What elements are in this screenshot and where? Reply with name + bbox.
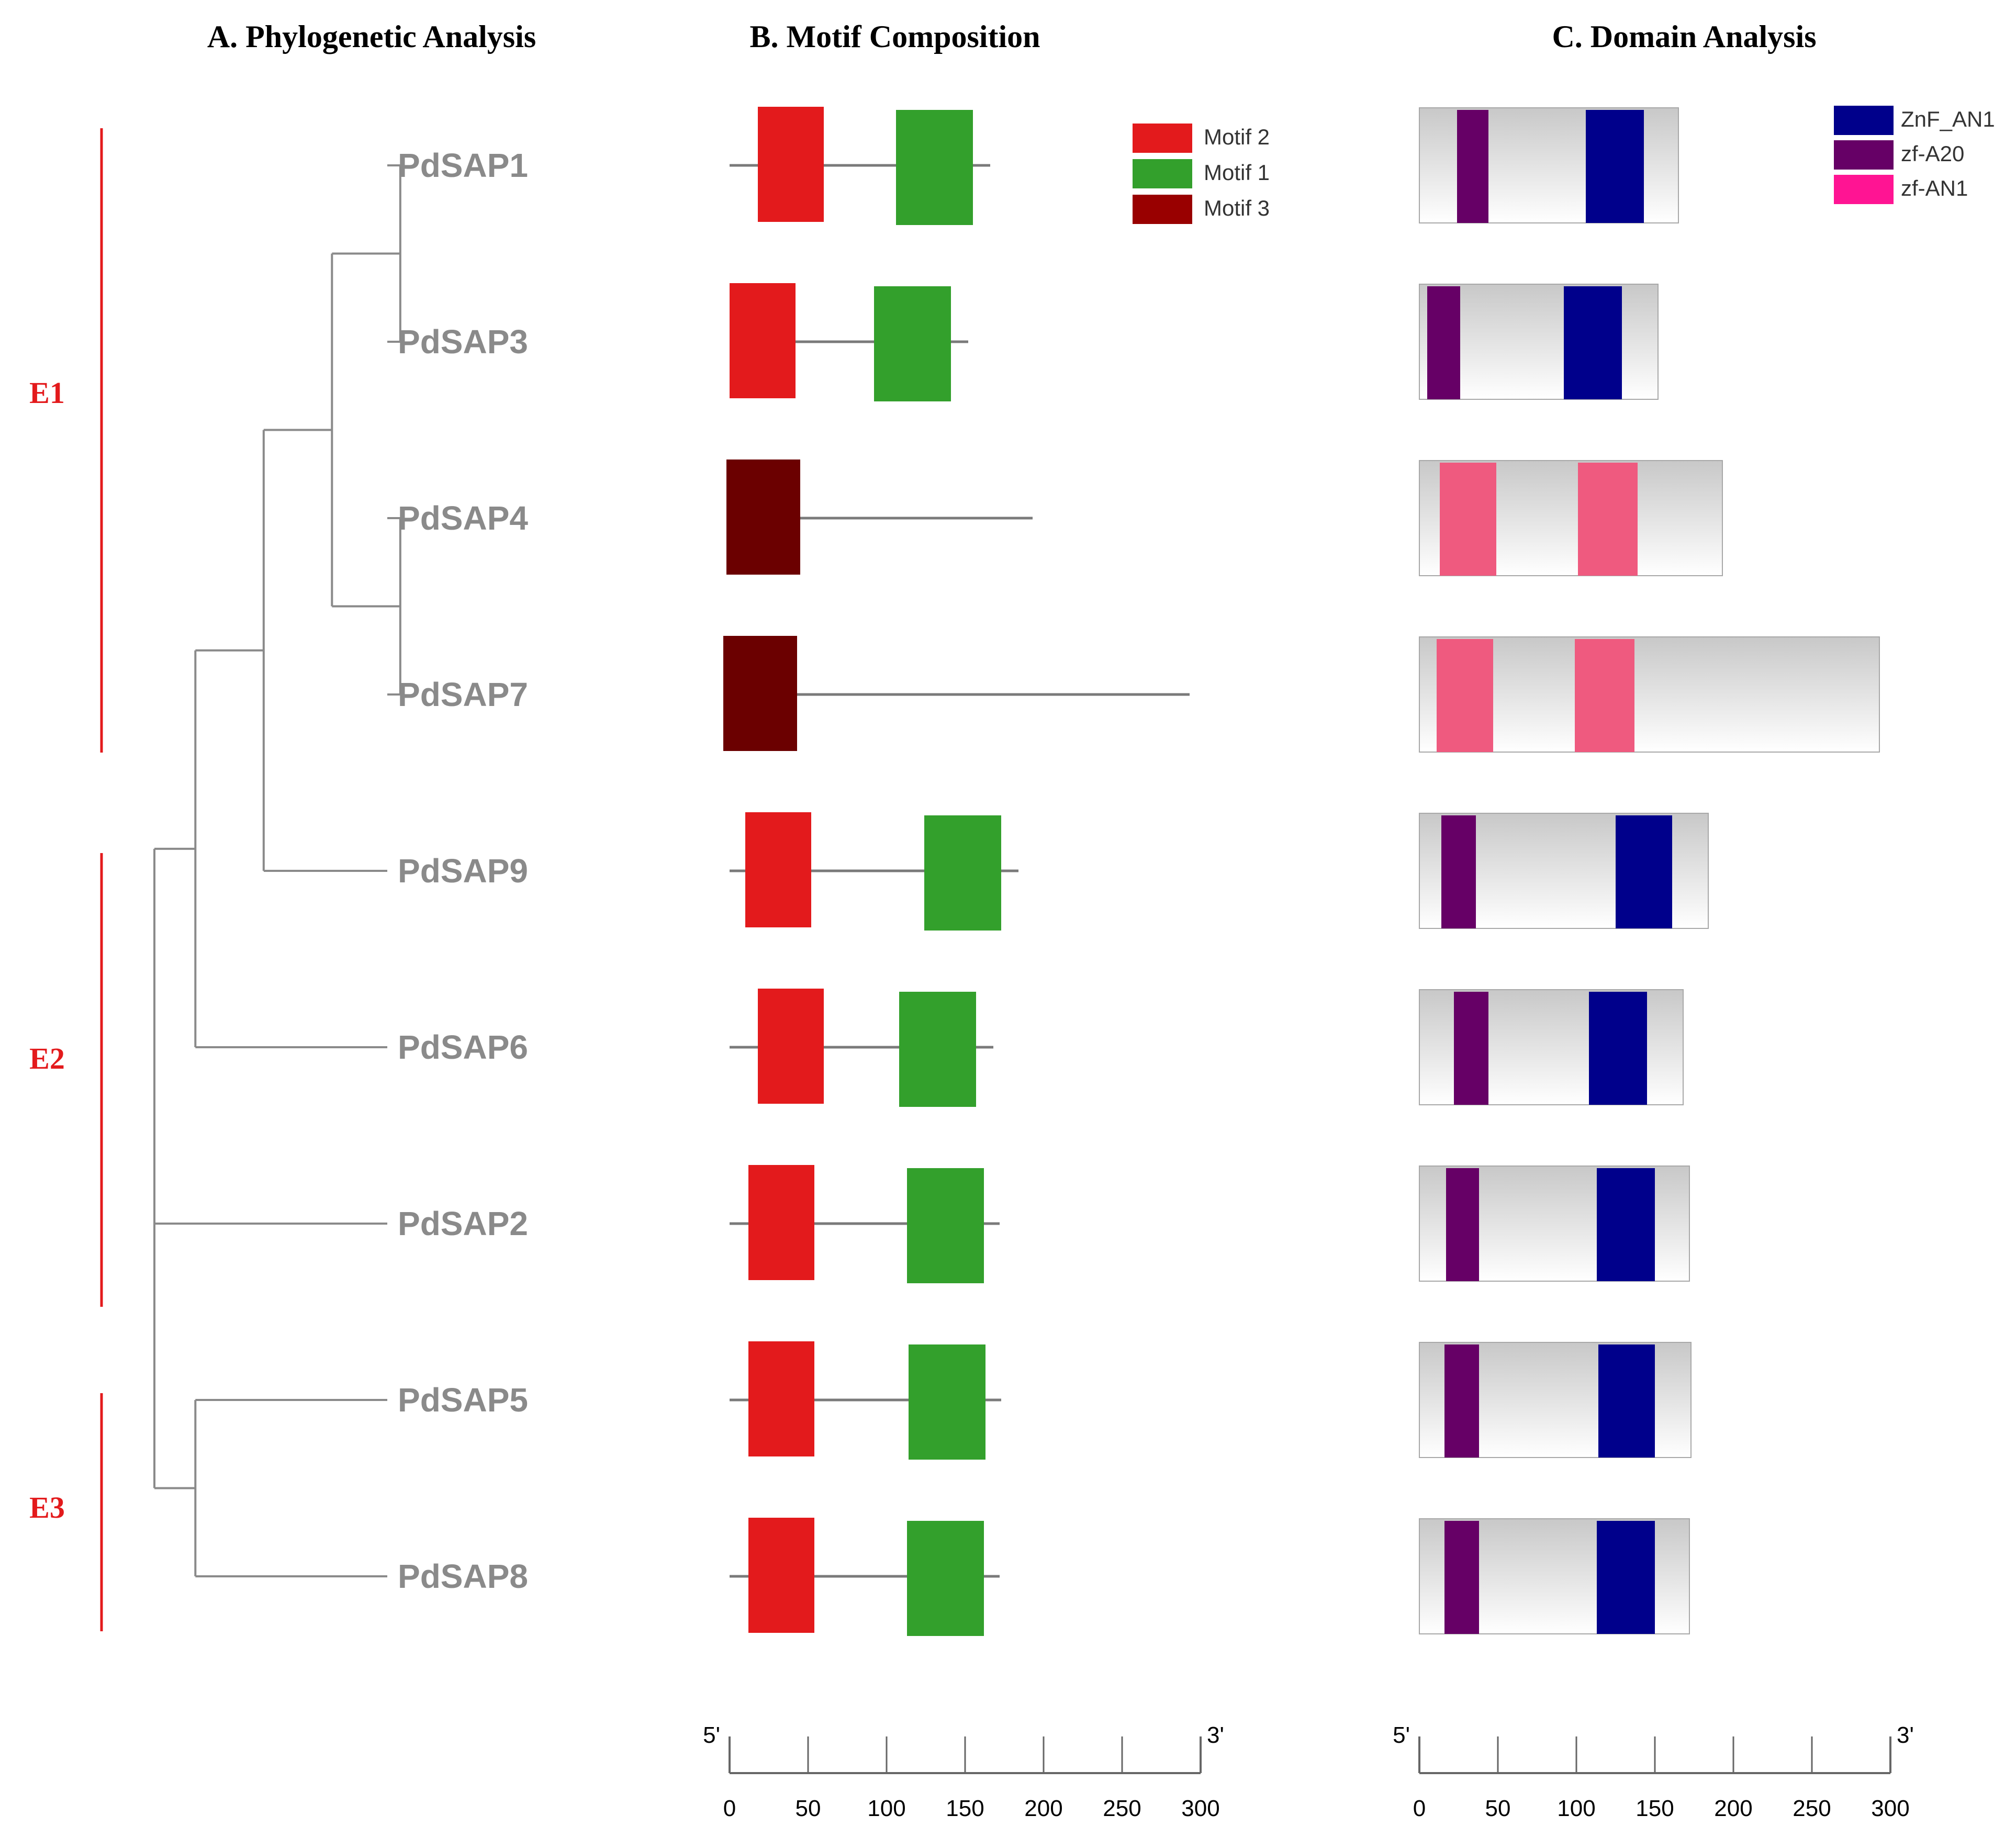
clade-label-e3: E3 bbox=[29, 1490, 65, 1525]
panel-title-domain: C. Domain Analysis bbox=[1552, 19, 1816, 54]
phylogenetic-tree bbox=[153, 164, 401, 1577]
motif-box-pdsap2-motif-2 bbox=[748, 1165, 814, 1280]
motif-box-pdsap8-motif-2 bbox=[748, 1518, 814, 1633]
domain-scale-axis: 0 50 100 150 200 250 300 5' 3' bbox=[1393, 1722, 1914, 1821]
motif-box-pdsap9-motif-1 bbox=[924, 815, 1001, 931]
motif-box-pdsap6-motif-1 bbox=[899, 992, 976, 1107]
motif-panel bbox=[723, 107, 1190, 1636]
motif-legend: Motif 2 Motif 1 Motif 3 bbox=[1133, 124, 1270, 224]
domain-box-pdsap3-zf-a20 bbox=[1427, 286, 1460, 399]
panel-title-motif: B. Motif Composition bbox=[750, 19, 1040, 54]
domain-protein-bar-pdsap7 bbox=[1419, 636, 1880, 753]
motif-box-pdsap5-motif-2 bbox=[748, 1341, 814, 1456]
motif-scale-axis: 0 50 100 150 200 250 300 5' 3' bbox=[703, 1722, 1224, 1821]
panel-title-phylogenetic: A. Phylogenetic Analysis bbox=[207, 19, 536, 54]
motif-box-pdsap2-motif-1 bbox=[907, 1168, 984, 1283]
axis-end-label-5prime: 5' bbox=[703, 1722, 720, 1748]
gene-label-pdsap1: PdSAP1 bbox=[398, 147, 528, 184]
legend-label-motif-2: Motif 2 bbox=[1204, 125, 1270, 149]
gene-label-pdsap6: PdSAP6 bbox=[398, 1028, 528, 1066]
domain-box-pdsap9-znf-an1 bbox=[1616, 815, 1672, 928]
domain-box-pdsap1-znf-an1 bbox=[1586, 110, 1644, 223]
motif-box-pdsap6-motif-2 bbox=[758, 989, 824, 1104]
motif-box-pdsap4-motif-3 bbox=[726, 459, 800, 575]
domain-box-pdsap4-zf-an1 bbox=[1440, 463, 1496, 576]
legend-label-zf-an1: zf-AN1 bbox=[1901, 176, 1968, 200]
clade-label-e1: E1 bbox=[29, 376, 65, 410]
legend-swatch-zf-an1 bbox=[1834, 175, 1894, 204]
axis-tick-label: 50 bbox=[796, 1796, 821, 1821]
domain-box-pdsap8-znf-an1 bbox=[1597, 1521, 1655, 1634]
legend-label-motif-3: Motif 3 bbox=[1204, 196, 1270, 220]
motif-box-pdsap5-motif-1 bbox=[909, 1344, 985, 1460]
axis-tick-label: 100 bbox=[1557, 1796, 1595, 1821]
domain-box-pdsap7-zf-an1 bbox=[1437, 639, 1493, 752]
gene-label-pdsap7: PdSAP7 bbox=[398, 676, 528, 713]
domain-box-pdsap6-zf-a20 bbox=[1454, 992, 1488, 1105]
domain-box-pdsap9-zf-a20 bbox=[1441, 815, 1476, 928]
legend-label-motif-1: Motif 1 bbox=[1204, 160, 1270, 185]
gene-label-pdsap5: PdSAP5 bbox=[398, 1381, 528, 1419]
motif-box-pdsap7-motif-3 bbox=[723, 636, 797, 751]
axis-tick-label: 50 bbox=[1485, 1796, 1511, 1821]
gene-label-pdsap3: PdSAP3 bbox=[398, 323, 528, 361]
gene-labels: PdSAP1 PdSAP3 PdSAP4 PdSAP7 PdSAP9 PdSAP6 PdSA… bbox=[398, 147, 528, 1595]
axis-tick-label: 0 bbox=[1413, 1796, 1426, 1821]
domain-box-pdsap6-znf-an1 bbox=[1589, 992, 1647, 1105]
domain-box-pdsap2-zf-a20 bbox=[1446, 1168, 1479, 1281]
legend-swatch-motif-1 bbox=[1133, 159, 1192, 188]
domain-box-pdsap5-zf-a20 bbox=[1444, 1344, 1479, 1458]
legend-label-zf-a20: zf-A20 bbox=[1901, 141, 1964, 166]
axis-tick-label: 300 bbox=[1181, 1796, 1219, 1821]
domain-box-pdsap5-znf-an1 bbox=[1598, 1344, 1655, 1458]
domain-box-pdsap2-znf-an1 bbox=[1597, 1168, 1655, 1281]
gene-label-pdsap2: PdSAP2 bbox=[398, 1205, 528, 1242]
domain-box-pdsap1-zf-a20 bbox=[1457, 110, 1488, 223]
gene-label-pdsap8: PdSAP8 bbox=[398, 1557, 528, 1595]
clade-label-e2: E2 bbox=[29, 1041, 65, 1075]
motif-box-pdsap1-motif-2 bbox=[758, 107, 824, 222]
motif-box-pdsap1-motif-1 bbox=[896, 110, 973, 225]
legend-swatch-motif-2 bbox=[1133, 124, 1192, 153]
domain-box-pdsap8-zf-a20 bbox=[1444, 1521, 1479, 1634]
axis-tick-label: 150 bbox=[1636, 1796, 1674, 1821]
axis-tick-label: 100 bbox=[867, 1796, 905, 1821]
legend-swatch-znf-an1 bbox=[1834, 106, 1894, 135]
domain-panel bbox=[1419, 107, 1880, 1634]
axis-end-label-5prime: 5' bbox=[1393, 1722, 1410, 1748]
motif-box-pdsap3-motif-2 bbox=[730, 283, 796, 398]
axis-tick-label: 200 bbox=[1024, 1796, 1062, 1821]
motif-box-pdsap9-motif-2 bbox=[745, 812, 811, 927]
legend-swatch-zf-a20 bbox=[1834, 140, 1894, 170]
axis-tick-label: 0 bbox=[723, 1796, 736, 1821]
axis-tick-label: 250 bbox=[1793, 1796, 1831, 1821]
axis-tick-label: 300 bbox=[1871, 1796, 1909, 1821]
legend-label-znf-an1: ZnF_AN1 bbox=[1901, 107, 1995, 131]
clade-annotations: E1 E2 E3 bbox=[29, 128, 103, 1631]
motif-box-pdsap8-motif-1 bbox=[907, 1521, 984, 1636]
domain-box-pdsap7-zf-an1 bbox=[1575, 639, 1634, 752]
domain-box-pdsap3-znf-an1 bbox=[1564, 286, 1622, 399]
axis-tick-label: 250 bbox=[1103, 1796, 1141, 1821]
axis-tick-label: 200 bbox=[1714, 1796, 1752, 1821]
axis-end-label-3prime: 3' bbox=[1207, 1722, 1224, 1748]
legend-swatch-motif-3 bbox=[1133, 195, 1192, 224]
motif-box-pdsap3-motif-1 bbox=[874, 286, 951, 401]
domain-legend: ZnF_AN1 zf-A20 zf-AN1 bbox=[1834, 106, 1995, 204]
axis-end-label-3prime: 3' bbox=[1897, 1722, 1914, 1748]
gene-label-pdsap9: PdSAP9 bbox=[398, 852, 528, 890]
axis-tick-label: 150 bbox=[946, 1796, 984, 1821]
gene-label-pdsap4: PdSAP4 bbox=[398, 499, 528, 537]
domain-box-pdsap4-zf-an1 bbox=[1578, 463, 1638, 576]
